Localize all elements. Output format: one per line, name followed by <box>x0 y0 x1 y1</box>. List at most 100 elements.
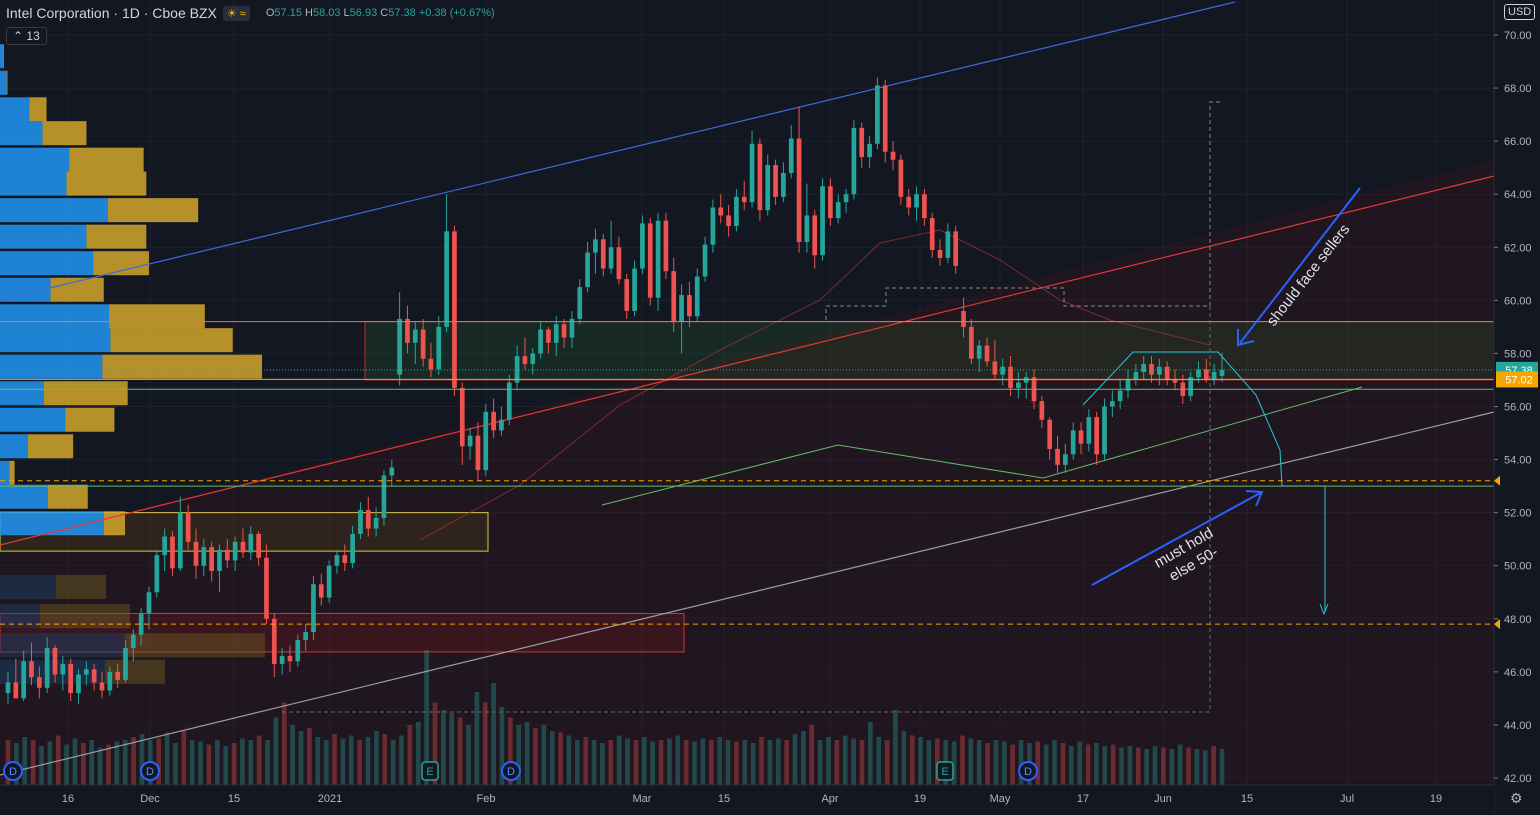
candle-body <box>271 618 277 664</box>
volume-bar <box>441 710 446 785</box>
candle-body <box>914 194 919 208</box>
candle-body <box>561 324 567 338</box>
volume-bar <box>499 707 505 785</box>
indicator-toggle[interactable]: ⌃ 13 <box>6 27 47 45</box>
x-tick-label: Dec <box>140 793 160 805</box>
change-value: +0.38 (+0.67%) <box>418 7 495 19</box>
candle-body <box>569 318 575 338</box>
volume-bar <box>784 740 789 785</box>
candle-body <box>1125 379 1131 391</box>
gear-icon[interactable]: ⚙ <box>1510 790 1523 806</box>
volume-bar <box>608 740 614 785</box>
volume-bar <box>466 725 471 785</box>
earnings-marker <box>421 761 439 781</box>
candle-body <box>326 565 332 598</box>
arrowhead <box>1245 490 1264 507</box>
dashed-box <box>825 101 1222 320</box>
volume-bar <box>834 740 840 785</box>
candle-body <box>44 647 50 688</box>
candle-body <box>1086 417 1092 444</box>
candle-body <box>687 295 692 317</box>
volume-bar <box>549 731 555 785</box>
dividend-marker <box>501 761 521 781</box>
candle-body <box>365 509 371 529</box>
volume-bar <box>759 737 764 785</box>
symbol-title[interactable]: Intel Corporation · 1D · Cboe BZX <box>6 5 217 21</box>
x-tick-label: 15 <box>718 793 730 805</box>
candle-body <box>1117 390 1123 402</box>
candle-body <box>875 85 880 144</box>
candle-body <box>522 356 528 365</box>
candle-body <box>36 677 42 688</box>
candle-body <box>969 326 974 359</box>
candle-body <box>201 547 207 566</box>
candle-body <box>318 584 324 598</box>
candle-body <box>890 151 896 160</box>
volume-bar <box>675 735 681 785</box>
candle-body <box>992 361 998 375</box>
profile-bar-sell <box>65 407 115 432</box>
profile-bar-sell <box>107 198 199 223</box>
candle-body <box>146 592 152 614</box>
volume-bar <box>1052 740 1057 785</box>
volume-bar <box>1211 746 1216 785</box>
time-axis[interactable]: 16 Dec 15 2021 Feb Mar 15 Apr 19 May 17 Jun 15 Jul 19 <box>0 784 1494 815</box>
profile-bar-sell <box>43 381 128 406</box>
volume-bar <box>1119 747 1124 785</box>
candle-body <box>726 215 731 227</box>
x-tick-label: 19 <box>914 793 926 805</box>
candle-body <box>1063 454 1068 465</box>
candle-body <box>13 682 19 699</box>
volume-bar <box>1043 744 1049 785</box>
event-marker-label: E <box>426 766 433 778</box>
candle-body <box>1109 401 1115 407</box>
candle-body <box>412 329 418 343</box>
volume-bar <box>516 725 522 785</box>
volume-bar <box>30 740 36 785</box>
volume-bar <box>968 738 974 785</box>
x-tick-label: Mar <box>633 793 652 805</box>
volume-bar <box>667 738 672 785</box>
candle-body <box>436 326 442 370</box>
market-closed-icon[interactable]: ☀ ≈ <box>222 5 250 21</box>
price-label-tag <box>1496 371 1538 388</box>
candle-body <box>632 268 637 311</box>
candle-body <box>162 536 167 556</box>
volume-bar <box>893 710 898 785</box>
candle-body <box>232 541 238 561</box>
candle-body <box>922 194 927 219</box>
candle-body <box>52 647 58 675</box>
candle-body <box>1156 366 1162 375</box>
volume-bar <box>750 743 756 785</box>
volume-bar <box>399 735 404 785</box>
price-axis[interactable]: 70.00 68.00 66.00 64.00 62.00 60.00 58.00 56.00… <box>1493 0 1540 815</box>
profile-bar-sell <box>27 434 74 459</box>
volume-bar <box>583 737 589 785</box>
volume-bar <box>407 725 413 785</box>
candle-body <box>452 231 457 388</box>
shaded-region <box>0 160 1494 785</box>
candle-body <box>953 231 959 266</box>
close-value: 57.38 <box>388 7 416 19</box>
candle-body <box>749 143 755 203</box>
candle-body <box>311 584 316 633</box>
candle-body <box>29 661 34 678</box>
volume-bar <box>934 738 940 785</box>
candle-body <box>1188 377 1194 396</box>
candle-body <box>397 318 402 375</box>
candle-body <box>710 207 716 245</box>
event-marker-label: D <box>507 766 515 778</box>
volume-bar <box>382 734 388 785</box>
level-marker <box>1494 619 1500 630</box>
profile-bar-buy <box>0 224 87 249</box>
x-tick-label: 16 <box>62 793 74 805</box>
candle-body <box>961 310 966 327</box>
currency-button[interactable]: USD <box>1504 4 1536 20</box>
volume-bar <box>616 735 622 785</box>
candle-body <box>647 223 653 298</box>
profile-bar-sell <box>105 659 165 684</box>
candle-body <box>240 541 246 553</box>
y-tick-label: 70.00 <box>1504 30 1532 42</box>
volume-bar <box>1161 747 1166 785</box>
